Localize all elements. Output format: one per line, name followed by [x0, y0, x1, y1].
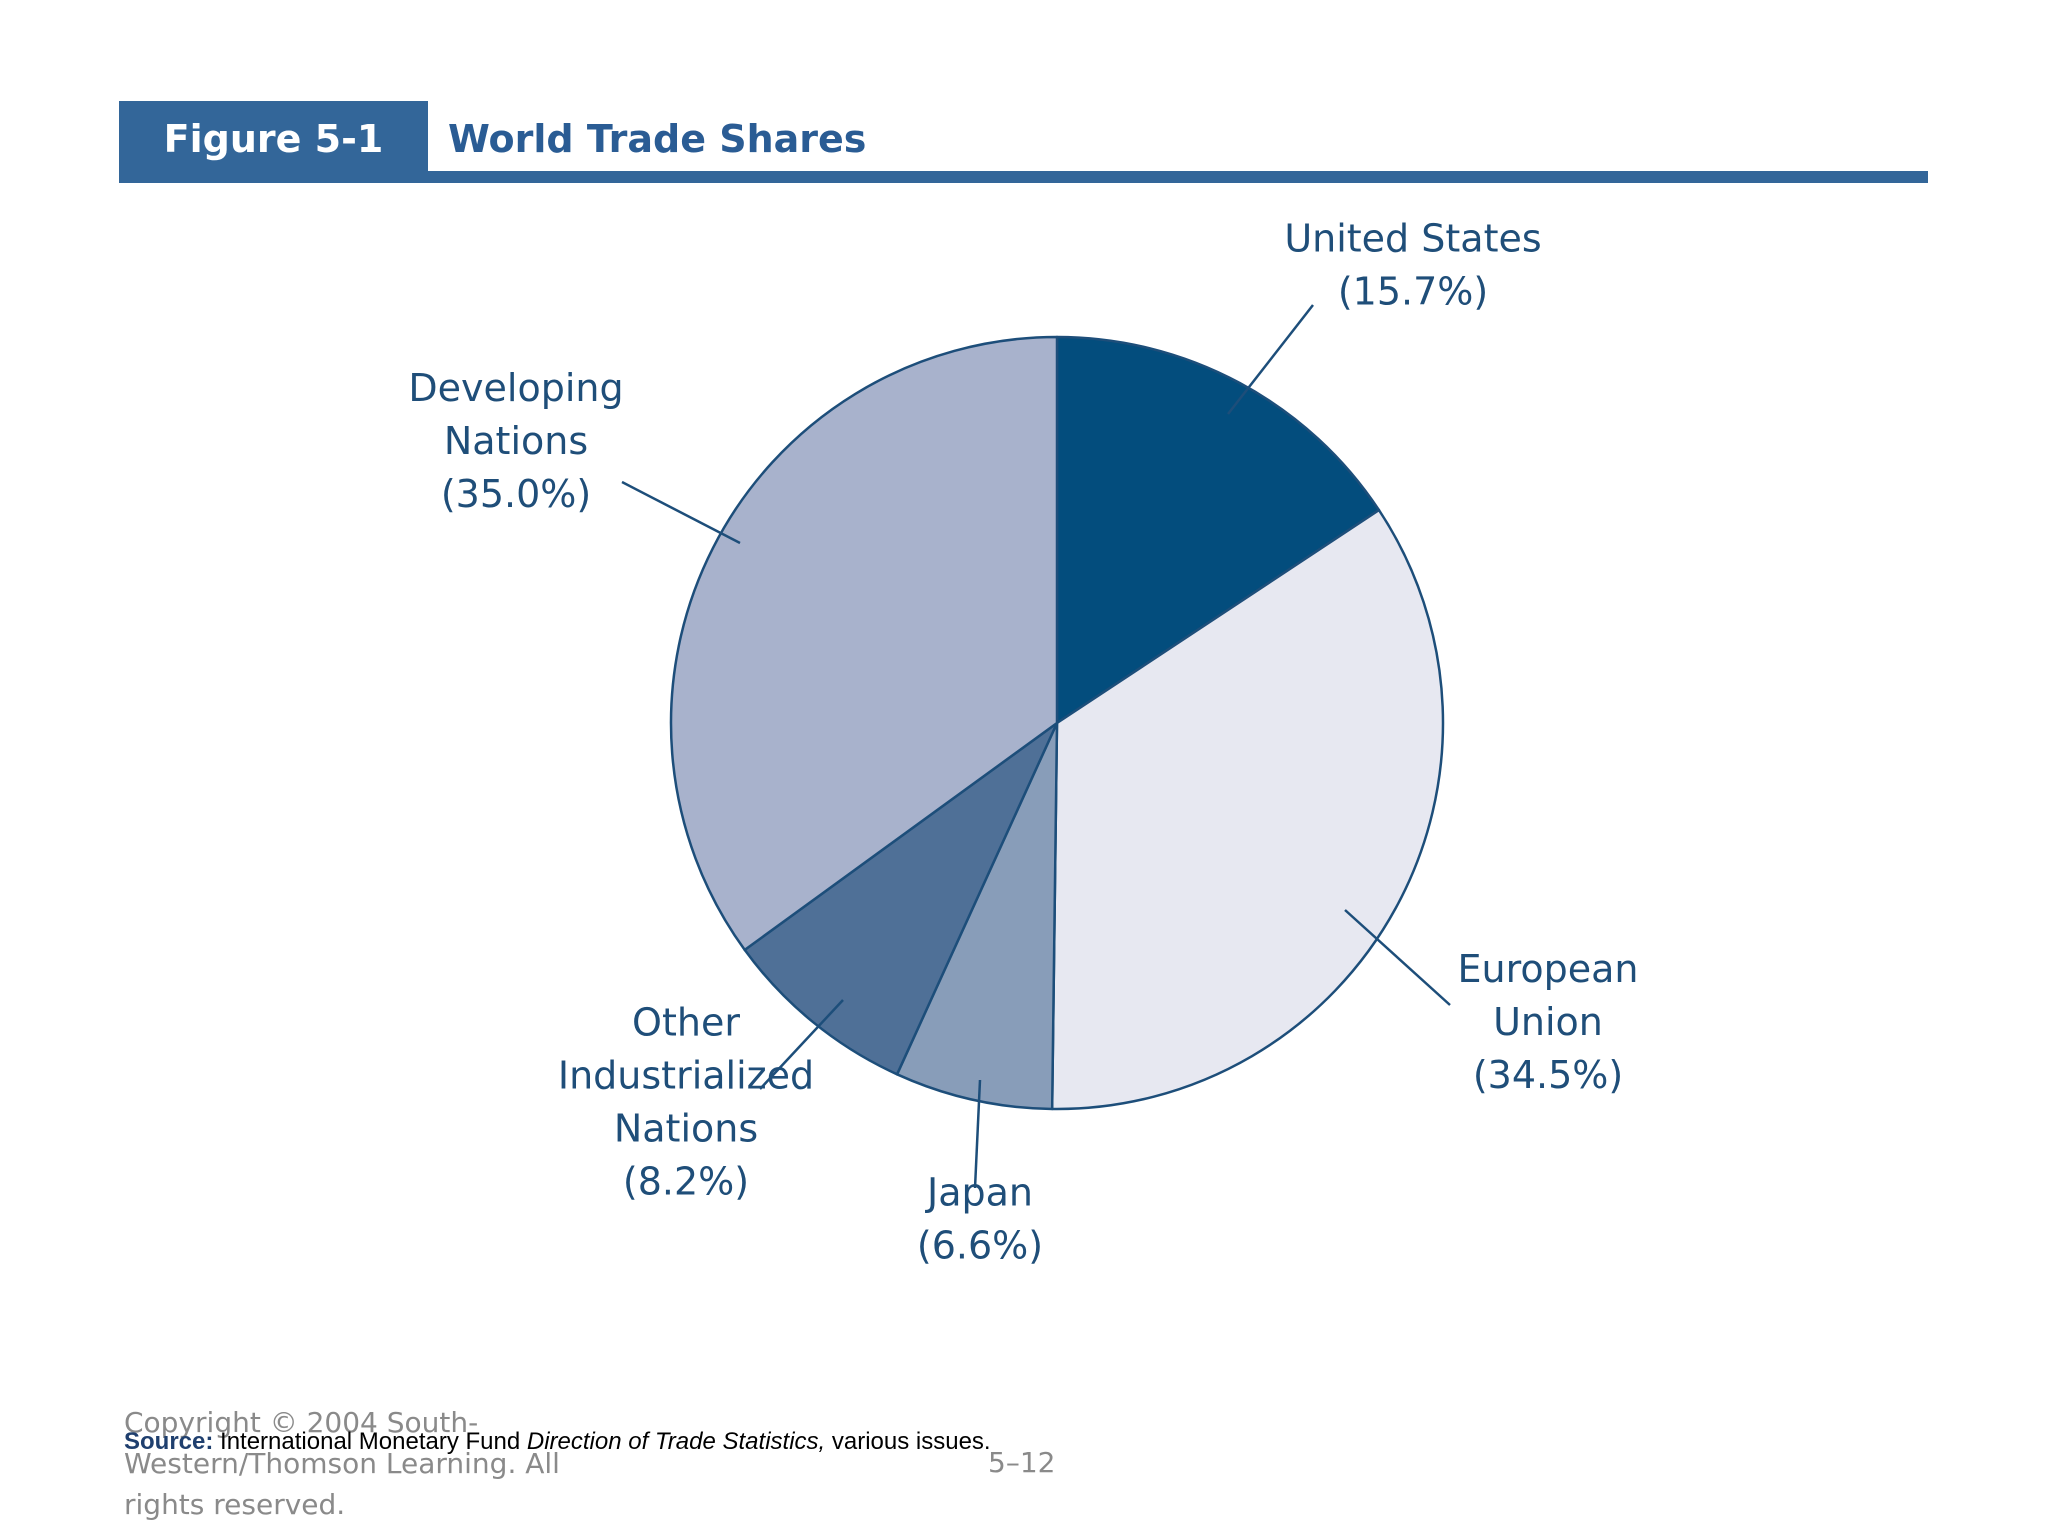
- slice-name-label: Union: [1493, 1000, 1603, 1044]
- slice-percent-label: (6.6%): [917, 1224, 1043, 1268]
- slice-label-other-industrialized-nations: Other Industrialized Nations (8.2%): [558, 1001, 814, 1204]
- source-label: Source:: [124, 1428, 214, 1455]
- figure-title: World Trade Shares: [448, 117, 867, 161]
- slice-name-label: Nations: [614, 1107, 758, 1151]
- slice-name-label: Industrialized: [558, 1054, 814, 1098]
- source-note: Source: International Monetary Fund Dire…: [124, 1428, 991, 1456]
- pie-slices: [669, 335, 1445, 1111]
- slice-name-label: United States: [1284, 217, 1541, 261]
- pie-slice-japan: [895, 721, 1059, 1111]
- header-rule: [119, 171, 1928, 183]
- copyright-notice: Copyright © 2004 South-Western/Thomson L…: [124, 1406, 560, 1521]
- slice-percent-label: (34.5%): [1473, 1053, 1623, 1097]
- source-title: Direction of Trade Statistics,: [526, 1428, 826, 1455]
- pie-slice-other-industrialized-nations: [743, 721, 1059, 1076]
- slice-name-label: Japan: [925, 1171, 1033, 1215]
- leader-lines: [621, 304, 1451, 1189]
- source-text-before: International Monetary Fund: [213, 1428, 527, 1455]
- figure-header: Figure 5-1 World Trade Shares: [119, 101, 1928, 183]
- slice-label-japan: Japan (6.6%): [917, 1171, 1043, 1268]
- leader-line-japan: [973, 1079, 982, 1189]
- slice-labels: United States (15.7%) European Union (34.5%)…: [408, 217, 1638, 1268]
- figure-label: Figure 5-1: [163, 117, 384, 161]
- leader-line-european-union: [1344, 909, 1451, 1006]
- slice-name-label: Nations: [444, 419, 588, 463]
- slice-name-label: Developing: [408, 366, 623, 410]
- slice-label-united-states: United States (15.7%): [1284, 217, 1541, 314]
- source-text-after: various issues.: [825, 1428, 991, 1455]
- slice-percent-label: (35.0%): [441, 472, 591, 516]
- pie-slice-united-states: [1055, 335, 1381, 725]
- leader-line-other-industrialized-nations: [759, 999, 844, 1090]
- slice-percent-label: (15.7%): [1338, 270, 1488, 314]
- leader-line-united-states: [1227, 304, 1314, 415]
- slice-name-label: European: [1457, 947, 1638, 991]
- slice-name-label: Other: [632, 1001, 740, 1045]
- pie-slice-european-union: [1050, 508, 1445, 1111]
- slice-percent-label: (8.2%): [623, 1160, 749, 1204]
- slice-label-developing-nations: Developing Nations (35.0%): [408, 366, 623, 516]
- leader-line-developing-nations: [621, 480, 741, 545]
- figure-label-box: Figure 5-1: [119, 101, 428, 183]
- page-number: 5–12: [988, 1446, 1056, 1479]
- slice-label-european-union: European Union (34.5%): [1457, 947, 1638, 1097]
- pie-slice-developing-nations: [669, 335, 1059, 952]
